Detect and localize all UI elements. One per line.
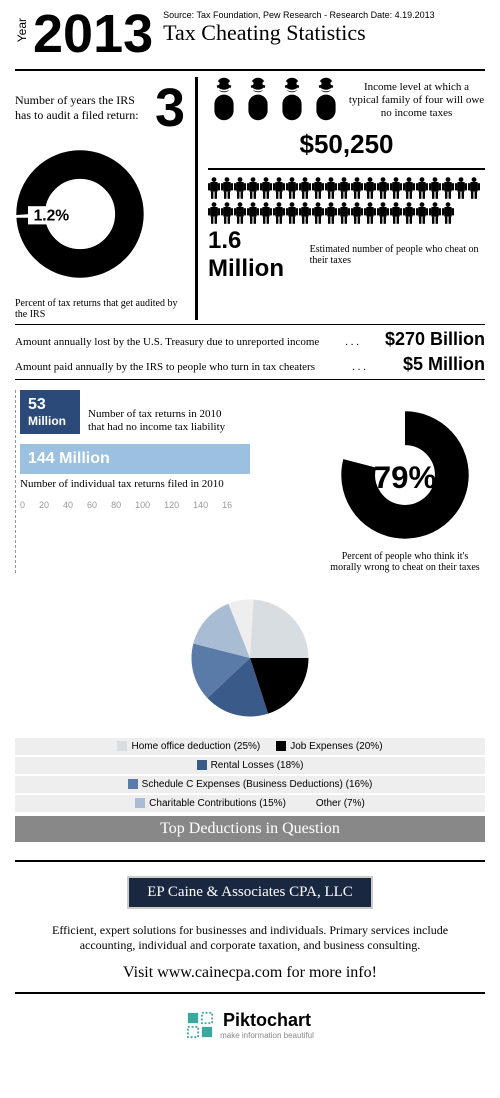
top-row: Number of years the IRS has to audit a f… — [15, 77, 485, 320]
deductions-pie-chart — [185, 593, 315, 723]
income-value: $50,250 — [208, 129, 485, 160]
cheaters-value: 1.6 Million — [208, 227, 304, 283]
piktochart-icon — [186, 1011, 214, 1039]
sponsor-text: Efficient, expert solutions for business… — [35, 923, 465, 954]
legend-item: Other (7%) — [302, 798, 365, 809]
legend-item: Charitable Contributions (15%) — [135, 798, 286, 809]
pikto-name: Piktochart — [220, 1010, 314, 1031]
moral-text: Percent of people who think it's morally… — [325, 551, 485, 573]
divider — [15, 324, 485, 325]
legend-item: Job Expenses (20%) — [276, 741, 382, 752]
divider — [15, 860, 485, 862]
svg-text:79%: 79% — [374, 460, 436, 495]
bar-axis: 02040608010012014016 — [20, 500, 325, 510]
deductions-title: Top Deductions in Question — [15, 816, 485, 842]
pikto-tag: make information beautiful — [220, 1031, 314, 1040]
year-value: 2013 — [33, 10, 153, 59]
divider — [15, 69, 485, 71]
svg-text:1.2%: 1.2% — [34, 207, 70, 224]
year-label: Year — [15, 18, 29, 42]
legend-item: Schedule C Expenses (Business Deductions… — [128, 779, 373, 790]
stat-lines: Amount annually lost by the U.S. Treasur… — [15, 329, 485, 375]
source-text: Source: Tax Foundation, Pew Research - R… — [163, 10, 485, 20]
sponsor-visit: Visit www.cainecpa.com for more info! — [15, 964, 485, 982]
moral-donut-chart: 79% — [340, 410, 470, 540]
pie-legend: Home office deduction (25%) Job Expenses … — [15, 738, 485, 812]
page-title: Tax Cheating Statistics — [163, 20, 485, 46]
sponsor-block: EP Caine & Associates CPA, LLC — [15, 876, 485, 909]
divider — [15, 379, 485, 380]
bar-item: 53MillionNumber of tax returns in 2010 t… — [20, 390, 325, 435]
divider — [15, 992, 485, 994]
audit-text: Number of years the IRS has to audit a f… — [15, 93, 147, 122]
legend-item: Home office deduction (25%) — [117, 741, 260, 752]
piktochart-credit: Piktochart make information beautiful — [15, 1010, 485, 1040]
bar-item: 144 MillionNumber of individual tax retu… — [20, 444, 325, 490]
family-icons — [208, 77, 342, 125]
audit-caption: Percent of tax returns that get audited … — [15, 298, 185, 320]
pie-section — [15, 593, 485, 728]
infographic-container: Year 2013 Source: Tax Foundation, Pew Re… — [0, 0, 500, 1066]
audit-donut-chart: 1.2% — [15, 149, 145, 279]
legend-item: Rental Losses (18%) — [197, 760, 304, 771]
stat-line: Amount paid annually by the IRS to peopl… — [15, 354, 485, 375]
cheaters-people-grid — [208, 168, 485, 225]
header: Year 2013 Source: Tax Foundation, Pew Re… — [15, 10, 485, 59]
bar-section: 53MillionNumber of tax returns in 2010 t… — [15, 390, 485, 573]
family-text: Income level at which a typical family o… — [348, 81, 485, 121]
stat-line: Amount annually lost by the U.S. Treasur… — [15, 329, 485, 350]
cheaters-text: Estimated number of people who cheat on … — [310, 244, 485, 266]
audit-value: 3 — [155, 77, 185, 139]
sponsor-name: EP Caine & Associates CPA, LLC — [127, 876, 373, 909]
